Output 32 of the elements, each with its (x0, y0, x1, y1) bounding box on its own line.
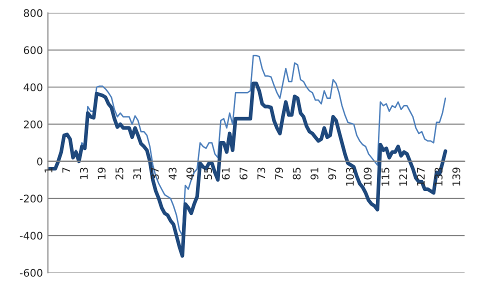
x-tick-label: 73 (257, 168, 266, 180)
x-tick-label: 115 (382, 168, 390, 186)
x-tick-label: 67 (240, 168, 248, 180)
x-tick-label: 37 (150, 168, 159, 180)
x-tick-label: 109 (364, 168, 372, 186)
y-tick-label: -600 (20, 268, 42, 277)
y-tick-label: 800 (24, 9, 42, 18)
x-tick-label: 1 (44, 168, 52, 172)
x-tick-label: 103 (346, 168, 354, 186)
x-tick-label: 7 (62, 168, 70, 173)
y-tick-label: 600 (24, 46, 42, 54)
y-tick-label: 400 (24, 83, 42, 92)
x-tick-label: 61 (222, 168, 230, 180)
y-tick-label: -400 (20, 232, 42, 240)
x-tick-label: 25 (115, 168, 124, 180)
x-tick-label: 31 (133, 168, 142, 180)
x-tick-label: 91 (310, 168, 318, 180)
x-tick-label: 139 (452, 168, 460, 186)
x-tick-label: 97 (328, 168, 336, 180)
x-tick-label: 85 (292, 168, 301, 180)
x-tick-label: 127 (416, 168, 425, 186)
x-tick-label: 19 (98, 168, 106, 179)
y-tick-label: -200 (20, 194, 42, 203)
y-tick-label: 200 (24, 120, 42, 128)
x-tick-label: 43 (168, 168, 177, 180)
x-tick-label: 13 (80, 168, 88, 179)
x-tick-label: 121 (399, 168, 407, 186)
x-tick-label: 79 (275, 168, 283, 180)
x-tick-label: 55 (204, 168, 212, 180)
y-tick-label: 0 (37, 158, 42, 166)
x-tick-label: 133 (434, 168, 443, 186)
x-tick-label: 49 (186, 168, 194, 180)
